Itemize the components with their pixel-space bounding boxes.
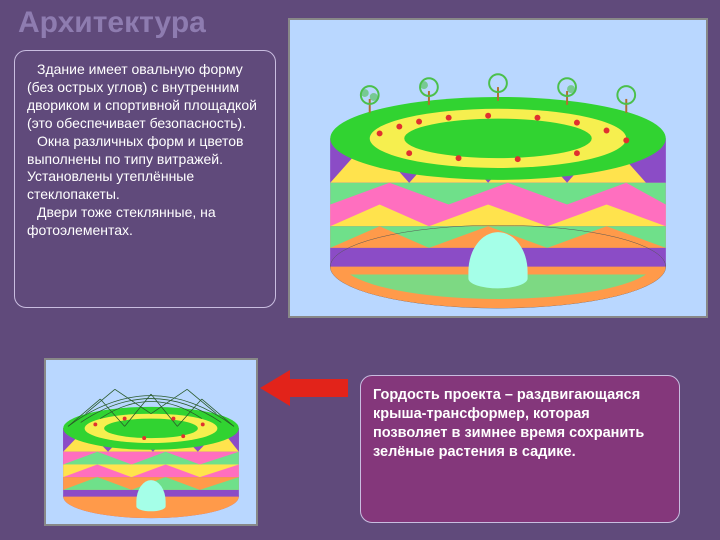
- illustration-main: [288, 18, 708, 318]
- arrow-icon: [260, 370, 348, 406]
- illustration-secondary: [44, 358, 258, 526]
- para-2: Окна различных форм и цветов выполнены п…: [27, 133, 263, 205]
- page-title: Архитектура: [18, 6, 206, 40]
- building-cake-icon: [290, 20, 706, 316]
- textbox-highlight: Гордость проекта – раздвигающаяся крыша-…: [360, 375, 680, 523]
- building-with-dome-icon: [46, 360, 256, 524]
- textbox-description: Здание имеет овальную форму (без острых …: [14, 50, 276, 308]
- para-1: Здание имеет овальную форму (без острых …: [27, 61, 263, 133]
- para-3: Двери тоже стеклянные, на фотоэлементах.: [27, 204, 263, 240]
- highlight-text: Гордость проекта – раздвигающаяся крыша-…: [373, 386, 667, 463]
